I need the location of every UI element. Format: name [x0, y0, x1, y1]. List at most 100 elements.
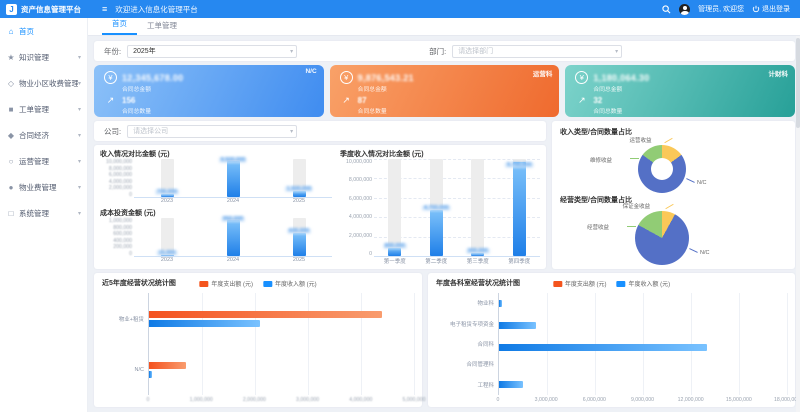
- sidebar-item-7[interactable]: □ 系统管理 ▾: [0, 200, 87, 226]
- stat-card-1: 运营科 ¥9,876,543.21 合同总金额 ↗ 87 合同总数量: [329, 65, 560, 117]
- diamond-outline-icon: ◇: [7, 78, 15, 88]
- bar-value-label: 950,000: [221, 216, 245, 223]
- bar-income: [499, 380, 523, 388]
- star-icon: ★: [7, 52, 15, 62]
- y-tick: 1,000,000: [108, 218, 132, 224]
- stat-card-0: N/C ¥12,345,678.00 合同总金额 ↗ 156 合同总数量: [94, 65, 324, 117]
- collapse-menu-icon[interactable]: ≡: [102, 4, 108, 14]
- y-tick: 4,000,000: [348, 214, 372, 221]
- company-select[interactable]: 请选择公司 ▾: [127, 124, 298, 138]
- pie-leader-line: [627, 226, 636, 228]
- x-tick: 12,000,000: [677, 397, 704, 403]
- yen-circle-icon: ¥: [575, 71, 589, 84]
- welcome-text: 欢迎进入信息化管理平台: [115, 4, 198, 14]
- bar-value-label: 4,700,000: [422, 205, 451, 212]
- sidebar-item-2[interactable]: ◇ 物业小区收费管理 ▾: [0, 70, 87, 96]
- y-tick: 600,000: [113, 231, 132, 238]
- sidebar-item-0[interactable]: ⌂ 首页: [0, 18, 87, 44]
- main-content: 年份: 2025年 ▾ 部门: 请选择部门 ▾ N/C ¥12,345,678.0…: [88, 36, 800, 412]
- bar: [512, 161, 526, 256]
- category-label: 电子租赁专项资金: [449, 321, 494, 328]
- trend-up-icon: ↗: [578, 95, 586, 105]
- bar-column: 9,700,000 第四季度: [504, 159, 534, 265]
- chevron-down-icon: ▾: [290, 128, 294, 135]
- search-icon[interactable]: [662, 4, 671, 14]
- sidebar-item-label: 首页: [19, 26, 34, 36]
- chart-title: 近5年度经营状况统计图: [102, 280, 176, 287]
- x-tick: 3,000,000: [296, 397, 320, 403]
- dept-detail-chart: 年度各科室经营状况统计图 年度支出额 (元) 年度收入额 (元) 物业科 电子租赁专项资…: [428, 273, 800, 407]
- bar-value-label: 15,000: [156, 250, 178, 257]
- bar: [160, 194, 174, 197]
- bar-track: [292, 218, 306, 256]
- y-tick: 800,000: [113, 224, 132, 231]
- chevron-down-icon: ▾: [77, 158, 81, 165]
- chevron-down-icon: ▾: [615, 48, 619, 55]
- scrollbar[interactable]: [796, 36, 800, 412]
- bar-group: [149, 361, 414, 378]
- legend-label: 年度收入额 (元): [628, 282, 671, 288]
- sidebar-item-3[interactable]: ■ 工单管理 ▾: [0, 96, 87, 122]
- year-select[interactable]: 2025年 ▾: [127, 44, 298, 58]
- tab-0[interactable]: 首页: [102, 18, 137, 35]
- pie-leader-line: [664, 137, 674, 144]
- sidebar-item-4[interactable]: ◆ 合同经济 ▾: [0, 122, 87, 148]
- chart-title: 成本投资金额 (元): [100, 210, 156, 217]
- bar-value-label: 800,000: [382, 243, 407, 250]
- circle-outline-icon: ○: [8, 156, 14, 166]
- gridline: [374, 217, 540, 219]
- bar: [226, 160, 240, 197]
- category-label: 合同科: [477, 341, 494, 348]
- x-tick: 6,000,000: [582, 397, 606, 403]
- stat-card-badge: 运营科: [532, 71, 553, 78]
- dept-select[interactable]: 请选择部门 ▾: [452, 44, 623, 58]
- pie-slice-label: N/C: [700, 249, 710, 256]
- stat-count: 156: [122, 96, 136, 105]
- bar-column: 1,500,000 2025: [284, 159, 314, 204]
- y-tick: 6,000,000: [108, 172, 132, 179]
- x-tick: 15,000,000: [725, 397, 752, 403]
- x-tick: 3,000,000: [534, 397, 558, 403]
- chevron-down-icon: ▾: [77, 184, 81, 191]
- income-pie-title: 收入类型/合同数量占比: [560, 129, 632, 136]
- pie-slice-label: 经营收益: [586, 224, 609, 231]
- sidebar: ⌂ 首页 ★ 知识管理 ▾ ◇ 物业小区收费管理 ▾ ■ 工单管理 ▾ ◆ 合同经济 ▾ ○ 运营管理 ▾ ● 物业…: [0, 18, 88, 412]
- year-filter-label: 年份:: [104, 46, 122, 56]
- chart-legend: 年度支出额 (元) 年度收入额 (元): [552, 279, 671, 288]
- bar-income: [499, 322, 536, 330]
- legend-item: 年度支出额 (元): [552, 279, 607, 288]
- sidebar-item-1[interactable]: ★ 知识管理 ▾: [0, 44, 87, 70]
- legend-label: 年度收入额 (元): [275, 282, 317, 288]
- logout-button[interactable]: 退出登录: [752, 4, 790, 14]
- sidebar-item-5[interactable]: ○ 运营管理 ▾: [0, 148, 87, 174]
- sidebar-item-label: 系统管理: [19, 208, 49, 218]
- sidebar-item-label: 知识管理: [19, 52, 49, 62]
- bar-track: [512, 159, 526, 256]
- chart-title: 年度各科室经营状况统计图: [436, 280, 520, 287]
- bar-column: 600,000 2025: [284, 218, 314, 263]
- sidebar-item-6[interactable]: ● 物业费管理 ▾: [0, 174, 87, 200]
- x-category-label: 第二季度: [425, 259, 448, 265]
- stat-count: 32: [593, 96, 603, 105]
- user-avatar[interactable]: [679, 3, 691, 15]
- tab-bar: 首页 工单管理: [88, 18, 800, 36]
- bar-track: [226, 218, 240, 256]
- tab-1[interactable]: 工单管理: [147, 21, 177, 30]
- category-label: 合同管理科: [466, 362, 494, 369]
- bar-charts-card: 收入情况对比金额 (元) 10,000,000 8,000,000 6,000,000…: [94, 145, 546, 269]
- bar-track: [471, 159, 485, 256]
- legend-item: 年度收入额 (元): [616, 279, 671, 288]
- x-tick: 4,000,000: [349, 397, 373, 403]
- stat-amount-label: 合同总金额: [593, 87, 623, 93]
- x-category-label: 2023: [160, 198, 174, 204]
- bar: [292, 233, 306, 256]
- x-category-label: 第三季度: [466, 259, 489, 265]
- bar-income: [149, 319, 261, 327]
- stat-card-badge: N/C: [305, 68, 317, 75]
- bar-value-label: 600,000: [287, 228, 311, 235]
- sidebar-item-label: 物业小区收费管理: [19, 78, 78, 88]
- bar-track: [226, 159, 240, 197]
- gridline: [308, 293, 309, 395]
- income-pie-chart: 运营收益 N/C 维修收益: [560, 137, 787, 195]
- bar-expense: [149, 361, 187, 369]
